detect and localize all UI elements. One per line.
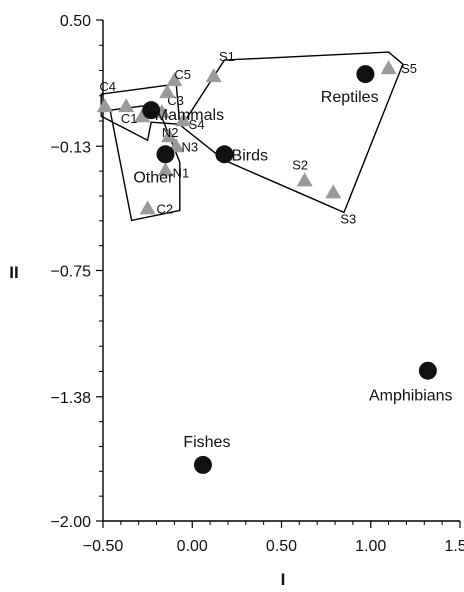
sample-triangle (161, 128, 178, 143)
group-circle (142, 101, 161, 120)
sample-label: C5 (174, 67, 191, 82)
sample-triangle (159, 84, 176, 99)
group-label: Reptiles (321, 89, 379, 106)
sample-triangle (118, 98, 135, 113)
x-axis-title: I (281, 570, 286, 589)
group-circle (215, 145, 234, 164)
axes: 0.50 −0.13 −0.75 −1.38 −2.00 −0.50 0.00 0.50 1.0… (51, 13, 464, 555)
y-tick-label: −0.75 (51, 264, 92, 281)
sample-label: S4 (189, 117, 205, 132)
sample-triangle (139, 200, 156, 215)
sample-triangle (325, 184, 342, 199)
y-tick-label: −1.38 (51, 390, 92, 407)
sample-triangle (157, 162, 174, 177)
x-tick-label: 1.50 (444, 538, 464, 555)
sample-triangle (296, 172, 313, 187)
sample-label: C1 (121, 111, 138, 126)
x-tick-label: 0.50 (266, 538, 297, 555)
sample-triangle (134, 108, 151, 123)
sample-label: S5 (401, 61, 417, 76)
sample-triangle (205, 68, 222, 83)
x-tick-label: 1.00 (355, 538, 386, 555)
sample-label: N1 (173, 165, 190, 180)
group-label: Mammals (155, 107, 224, 124)
x-tick-label: 0.00 (177, 538, 208, 555)
sample-label: S3 (340, 211, 356, 226)
group-circle (193, 455, 212, 474)
sample-triangle (380, 60, 397, 75)
group-circle (356, 65, 375, 84)
y-axis-title: II (9, 263, 18, 282)
sample-label: C4 (99, 79, 116, 94)
sample-label: S1 (219, 49, 235, 64)
group-circle (418, 361, 437, 380)
y-tick-label: −0.13 (51, 139, 92, 156)
group-label: Amphibians (369, 388, 453, 405)
group-circle (156, 145, 175, 164)
y-tick-label: 0.50 (60, 13, 91, 30)
sample-triangle (166, 72, 183, 87)
y-tick-label: −2.00 (51, 514, 92, 531)
sample-label: S2 (292, 157, 308, 172)
group-label: Birds (232, 147, 268, 164)
x-tick-label: −0.50 (83, 538, 124, 555)
sample-triangle (96, 98, 113, 113)
sample-label: N2 (162, 125, 179, 140)
sample-triangle (175, 112, 192, 127)
sample-label: C2 (157, 201, 174, 216)
group-points: Mammals Birds Other Reptiles Amphibians Fishe… (133, 65, 453, 474)
group-label: Other (133, 169, 174, 186)
group-label: Fishes (183, 434, 230, 451)
sample-label: N3 (182, 139, 199, 154)
